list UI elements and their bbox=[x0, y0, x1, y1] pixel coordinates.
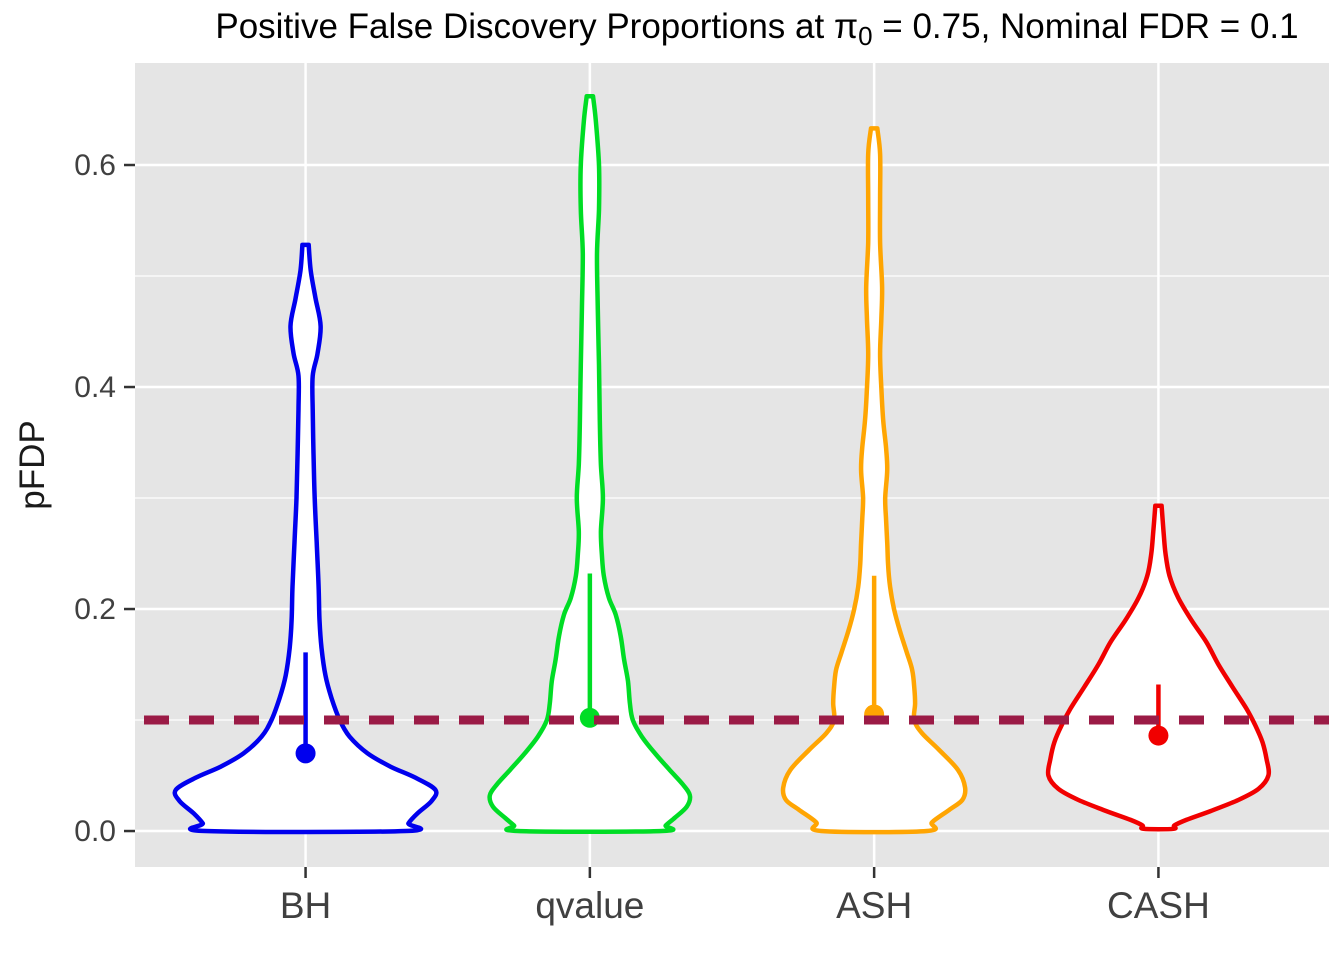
summary-point-CASH bbox=[1148, 725, 1169, 746]
y-axis-title: pFDP bbox=[13, 420, 52, 509]
plot-area: 0.0 0.2 0.4 0.6 BH qvalue ASH CASH bbox=[74, 63, 1329, 926]
plot-title: Positive False Discovery Proportions at … bbox=[215, 7, 1298, 51]
y-tick-label-0.2: 0.2 bbox=[74, 593, 116, 626]
violin-qvalue bbox=[487, 93, 693, 834]
x-tick-label-CASH: CASH bbox=[1107, 885, 1210, 926]
plot-title-text-cont: = 0.75, Nominal FDR = 0.1 bbox=[873, 7, 1299, 46]
y-tick-label-0: 0.0 bbox=[74, 815, 116, 848]
plot-title-subscript: 0 bbox=[858, 21, 872, 51]
violin-CASH bbox=[1045, 503, 1272, 832]
plot-title-text: Positive False Discovery Proportions at … bbox=[215, 7, 858, 46]
x-tick-label-qvalue: qvalue bbox=[535, 885, 644, 926]
violin-ASH bbox=[780, 126, 968, 835]
x-tick-label-BH: BH bbox=[280, 885, 331, 926]
violin-BH bbox=[172, 242, 439, 835]
summary-point-BH bbox=[295, 743, 316, 764]
y-tick-label-0.4: 0.4 bbox=[74, 371, 116, 404]
y-tick-label-0.6: 0.6 bbox=[74, 149, 116, 182]
x-tick-label-ASH: ASH bbox=[836, 885, 912, 926]
